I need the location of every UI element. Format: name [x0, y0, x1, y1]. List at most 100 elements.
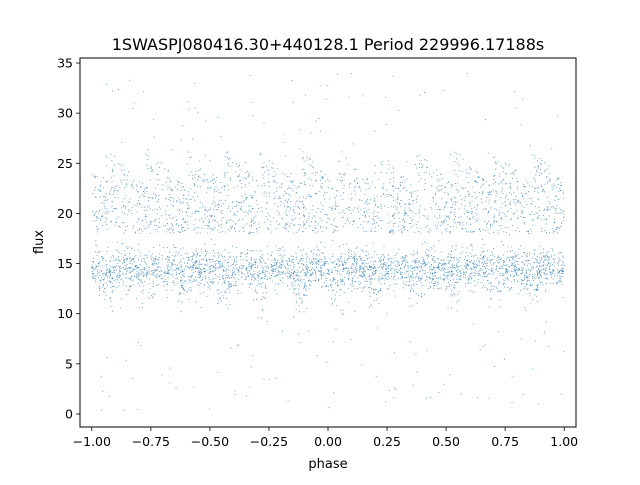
data-point [531, 265, 533, 267]
data-point [341, 151, 343, 153]
data-point [511, 264, 513, 266]
data-point [449, 284, 451, 286]
data-point [409, 210, 411, 212]
data-point [212, 255, 214, 257]
data-point [103, 199, 105, 201]
data-point [271, 265, 273, 267]
data-point [457, 281, 459, 283]
data-point [125, 285, 127, 287]
data-point [469, 217, 471, 219]
data-point [478, 191, 480, 194]
data-point [113, 260, 115, 262]
data-point [451, 199, 453, 201]
data-point [472, 255, 474, 257]
data-point [541, 231, 543, 233]
data-point [166, 247, 168, 249]
data-point [526, 269, 528, 271]
data-point [481, 251, 483, 253]
data-point [157, 183, 159, 186]
data-point [261, 272, 263, 274]
data-point [173, 284, 176, 286]
data-point [204, 214, 206, 216]
data-point [356, 288, 358, 290]
data-point [250, 218, 252, 220]
data-point [362, 266, 364, 269]
data-point [227, 258, 229, 260]
data-point [368, 306, 370, 308]
data-point [116, 185, 118, 187]
data-point [540, 184, 542, 186]
data-point [265, 208, 268, 210]
data-point [105, 274, 107, 276]
data-point [161, 254, 163, 256]
data-point [537, 186, 539, 188]
data-point [194, 183, 196, 185]
data-point [295, 309, 297, 311]
data-point [532, 200, 534, 202]
data-point [120, 278, 122, 280]
data-point [539, 158, 541, 160]
data-point [218, 192, 220, 194]
data-point [471, 278, 473, 280]
data-point [389, 178, 392, 180]
data-point [366, 198, 369, 200]
data-point [413, 250, 415, 252]
data-point [537, 167, 539, 169]
data-point [550, 206, 552, 208]
data-point [299, 311, 301, 313]
data-point [513, 212, 515, 214]
data-point [562, 255, 564, 257]
data-point [488, 306, 490, 308]
data-point [562, 296, 565, 299]
data-point [95, 264, 97, 267]
data-point [460, 216, 462, 218]
data-point [313, 279, 315, 282]
data-point [402, 256, 404, 258]
data-point [266, 245, 268, 247]
data-point [138, 275, 140, 277]
data-point [123, 250, 126, 252]
data-point [488, 199, 490, 201]
data-point [543, 333, 545, 335]
data-point [466, 262, 468, 264]
data-point [124, 225, 126, 227]
data-point [333, 219, 335, 222]
data-point [144, 209, 146, 212]
data-point [262, 177, 264, 179]
data-point [498, 214, 501, 216]
data-point [98, 286, 100, 288]
data-point [193, 264, 195, 266]
data-point [513, 280, 515, 282]
data-point [455, 173, 457, 175]
data-point [161, 215, 163, 217]
data-point [475, 180, 477, 182]
data-point [348, 274, 350, 276]
data-point [391, 215, 394, 218]
data-point [113, 164, 115, 166]
data-point [96, 270, 99, 272]
data-point [152, 246, 155, 249]
data-point [200, 279, 202, 282]
data-point [119, 267, 121, 269]
data-point [402, 219, 404, 221]
data-point [181, 277, 183, 279]
data-point [507, 265, 510, 267]
data-point [460, 393, 462, 395]
data-point [380, 277, 382, 279]
data-point [548, 256, 550, 258]
data-point [405, 285, 407, 287]
data-point [507, 198, 509, 200]
data-point [535, 266, 538, 268]
data-point [522, 211, 524, 213]
data-point [546, 278, 548, 280]
data-point [352, 263, 354, 265]
data-point [290, 181, 292, 183]
data-point [376, 215, 378, 217]
data-point [295, 258, 297, 260]
data-point [482, 279, 484, 281]
data-point [539, 281, 541, 283]
data-point [158, 167, 160, 169]
data-point [361, 257, 363, 259]
data-point [383, 205, 385, 207]
data-point [443, 221, 445, 223]
